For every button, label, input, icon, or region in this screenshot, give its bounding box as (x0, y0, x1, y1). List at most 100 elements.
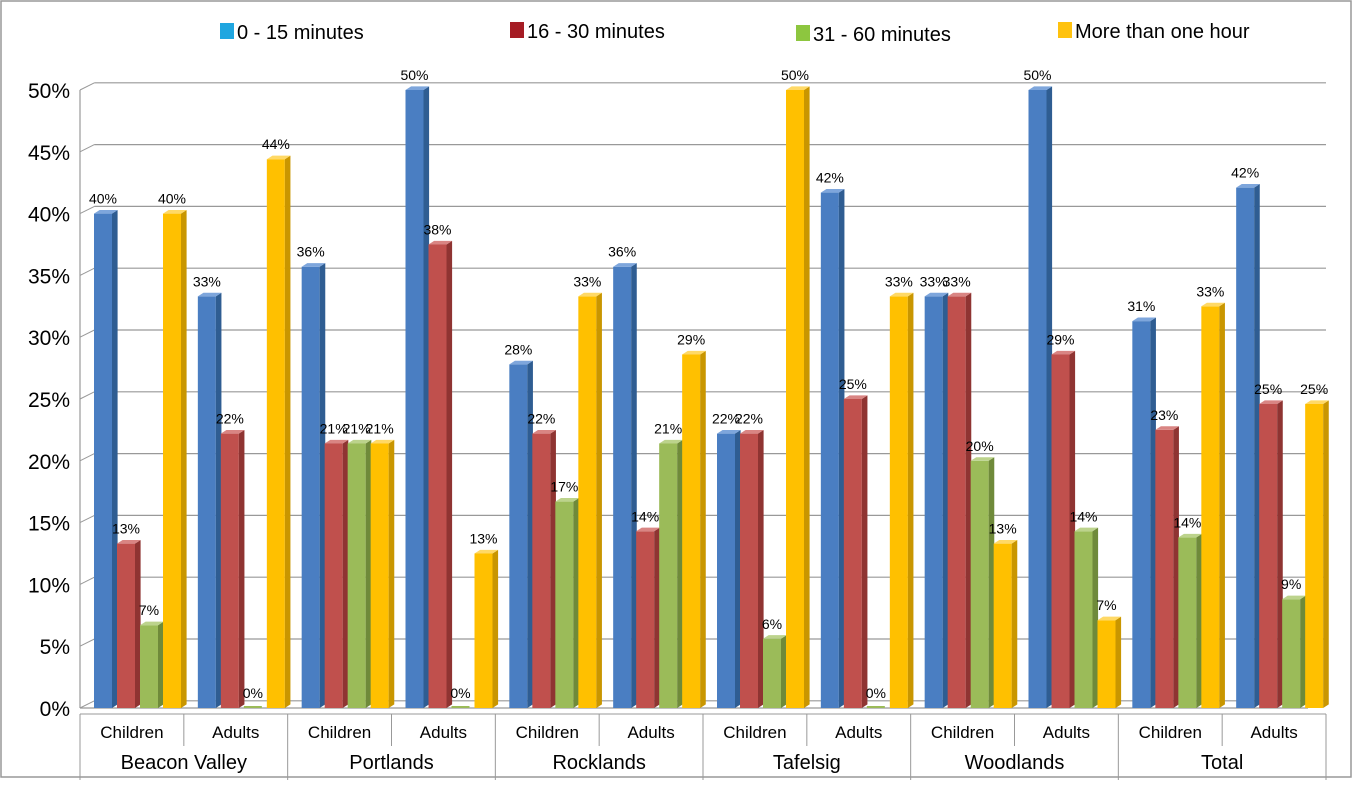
data-label: 21% (654, 420, 682, 436)
gridline-diagonal (79, 205, 95, 215)
data-label: 7% (139, 602, 159, 618)
bar-top (1236, 184, 1260, 188)
bar (555, 501, 574, 708)
data-label: 33% (1196, 283, 1224, 299)
legend-swatch (796, 25, 810, 41)
data-label: 22% (735, 411, 763, 427)
data-label: 13% (112, 521, 140, 537)
x-subcategory-label: Children (516, 723, 579, 742)
bar-side (181, 210, 187, 708)
bar-side (781, 635, 787, 708)
bar-side (677, 439, 683, 708)
legend-label: 16 - 30 minutes (527, 21, 665, 43)
bar-side (158, 621, 164, 708)
bar (1051, 354, 1070, 708)
data-label: 20% (966, 438, 994, 454)
y-tick-label: 10% (28, 574, 70, 597)
bar (1259, 403, 1278, 708)
bar-top (197, 292, 222, 297)
bar-top (763, 635, 787, 639)
bar-top (94, 210, 118, 214)
x-subcategory-label: Children (308, 723, 371, 742)
bar-side (838, 188, 845, 708)
bar-top (163, 210, 187, 214)
x-axis: Children Adults Children Adults Children Adul… (79, 713, 1327, 780)
bar (117, 543, 135, 708)
bar-side (942, 292, 949, 708)
bar (924, 296, 943, 708)
x-group-label: Tafelsig (773, 752, 841, 774)
bar-top (405, 86, 430, 90)
data-label: 25% (1300, 381, 1328, 397)
x-group-label: Total (1201, 752, 1243, 774)
bar-top (509, 360, 533, 365)
data-label: 33% (573, 273, 601, 289)
bar-top (1305, 400, 1329, 404)
gridline-diagonal (79, 700, 95, 709)
bar (613, 266, 632, 708)
bar-side (965, 292, 972, 708)
bar (993, 543, 1012, 708)
bar (474, 553, 493, 708)
x-group-label: Woodlands (965, 752, 1065, 774)
bar-side (861, 395, 868, 708)
x-subcategory-label: Adults (1043, 723, 1090, 742)
data-labels: 40%13%7%40%33%22%0%44%36%21%21%21%50%38%… (89, 67, 1328, 701)
bar (1305, 403, 1324, 708)
bar-side (907, 292, 914, 708)
bar-top (1028, 86, 1053, 90)
data-label: 50% (1023, 67, 1051, 83)
bar (1282, 599, 1301, 708)
bar (820, 192, 839, 708)
bar-side (654, 527, 660, 708)
data-label: 25% (1254, 381, 1282, 397)
data-label: 0% (450, 685, 470, 701)
gridline-diagonal (79, 267, 95, 276)
x-subcategory-label: Children (931, 723, 994, 742)
bar-top (636, 527, 660, 532)
x-subcategory-label: Adults (212, 723, 259, 742)
x-subcategory-label: Adults (627, 723, 674, 742)
bar (970, 460, 989, 708)
bars (94, 86, 1329, 709)
y-axis-tick-labels: 0% 5% 10% 15% 20% 25% 30% 35% 40% 45% 50% (28, 80, 70, 721)
bar-top (266, 155, 291, 160)
data-label: 40% (89, 191, 117, 207)
gridlines (79, 82, 1326, 709)
bar-side (238, 430, 245, 708)
bar-side (804, 86, 810, 708)
gridline-diagonal (79, 82, 95, 91)
y-tick-label: 0% (40, 698, 70, 721)
bar-top (613, 263, 637, 267)
bar (163, 213, 181, 708)
bar (947, 296, 966, 708)
data-label: 7% (1096, 597, 1116, 613)
bar-top (1259, 400, 1283, 404)
bar-side (284, 155, 291, 709)
bar-side (550, 430, 556, 708)
data-label: 14% (1173, 514, 1201, 530)
bar-side (1219, 302, 1225, 708)
bar-side (342, 439, 349, 708)
data-label: 13% (469, 531, 497, 547)
bar-top (1155, 426, 1179, 430)
bar-top (555, 497, 579, 502)
bar-side (596, 292, 602, 708)
data-label: 36% (608, 244, 636, 260)
bar (740, 433, 758, 708)
data-label: 42% (1231, 165, 1259, 181)
bar (1132, 321, 1151, 708)
bar-side (700, 350, 706, 708)
data-label: 33% (943, 273, 971, 289)
bar-top (532, 430, 556, 434)
x-subcategory-label: Adults (420, 723, 467, 742)
data-label: 21% (343, 420, 371, 436)
bar (763, 638, 781, 708)
y-tick-label: 35% (28, 265, 70, 288)
legend-label: 31 - 60 minutes (813, 24, 951, 46)
bar (659, 443, 678, 708)
bar-top (347, 439, 372, 444)
bar-side (365, 439, 372, 708)
x-subcategory-label: Adults (1250, 723, 1297, 742)
bar-side (1069, 350, 1076, 708)
